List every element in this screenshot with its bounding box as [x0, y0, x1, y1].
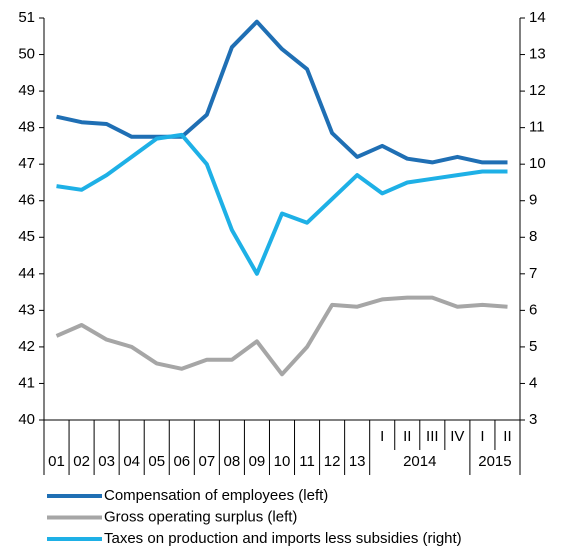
y2-tick-label: 13: [529, 46, 546, 63]
x-tick-label: I: [480, 428, 484, 445]
y2-tick-label: 11: [529, 119, 545, 136]
series-line: [56, 19, 508, 165]
y-tick-label: 43: [18, 301, 35, 318]
legend-label: Gross operating surplus (left): [104, 508, 297, 525]
x-tick-label: 05: [148, 453, 165, 470]
y-tick-label: 41: [18, 374, 35, 391]
y2-tick-label: 4: [529, 374, 537, 391]
x-tick-label: 12: [324, 453, 341, 470]
y2-tick-label: 12: [529, 82, 546, 99]
y2-tick-label: 8: [529, 228, 537, 245]
x-tick-label: II: [403, 428, 411, 445]
y-tick-label: 48: [18, 119, 35, 136]
y2-tick-label: 7: [529, 265, 537, 282]
y-tick-label: 44: [18, 265, 35, 282]
x-group-label: 2015: [478, 453, 511, 470]
y2-tick-label: 3: [529, 411, 537, 428]
y-tick-label: 42: [18, 338, 35, 355]
legend-label: Compensation of employees (left): [104, 487, 328, 504]
y2-tick-label: 9: [529, 192, 537, 209]
y-tick-label: 46: [18, 192, 35, 209]
x-tick-label: 08: [224, 453, 241, 470]
x-tick-label: 01: [48, 453, 65, 470]
x-tick-label: 13: [349, 453, 366, 470]
x-group-label: 2014: [403, 453, 436, 470]
x-tick-label: 06: [173, 453, 190, 470]
x-tick-label: 11: [299, 453, 315, 470]
x-tick-label: IV: [450, 428, 464, 445]
y2-tick-label: 5: [529, 338, 537, 355]
x-tick-label: I: [380, 428, 384, 445]
y-tick-label: 50: [18, 46, 35, 63]
legend-label: Taxes on production and imports less sub…: [104, 530, 462, 547]
series-line: [56, 132, 508, 276]
x-tick-label: 07: [198, 453, 215, 470]
x-tick-label: III: [426, 428, 439, 445]
y2-tick-label: 14: [529, 9, 546, 26]
x-tick-label: 10: [274, 453, 291, 470]
y-tick-label: 40: [18, 411, 35, 428]
y-tick-label: 51: [18, 9, 35, 26]
y2-tick-label: 6: [529, 301, 537, 318]
x-tick-label: 02: [73, 453, 90, 470]
y-tick-label: 49: [18, 82, 35, 99]
y2-tick-label: 10: [529, 155, 546, 172]
x-tick-label: 09: [249, 453, 266, 470]
x-tick-label: 03: [98, 453, 115, 470]
series-line: [55, 295, 508, 377]
y-tick-label: 45: [18, 228, 35, 245]
x-tick-label: 04: [123, 453, 140, 470]
x-tick-label: II: [503, 428, 511, 445]
y-tick-label: 47: [18, 155, 35, 172]
